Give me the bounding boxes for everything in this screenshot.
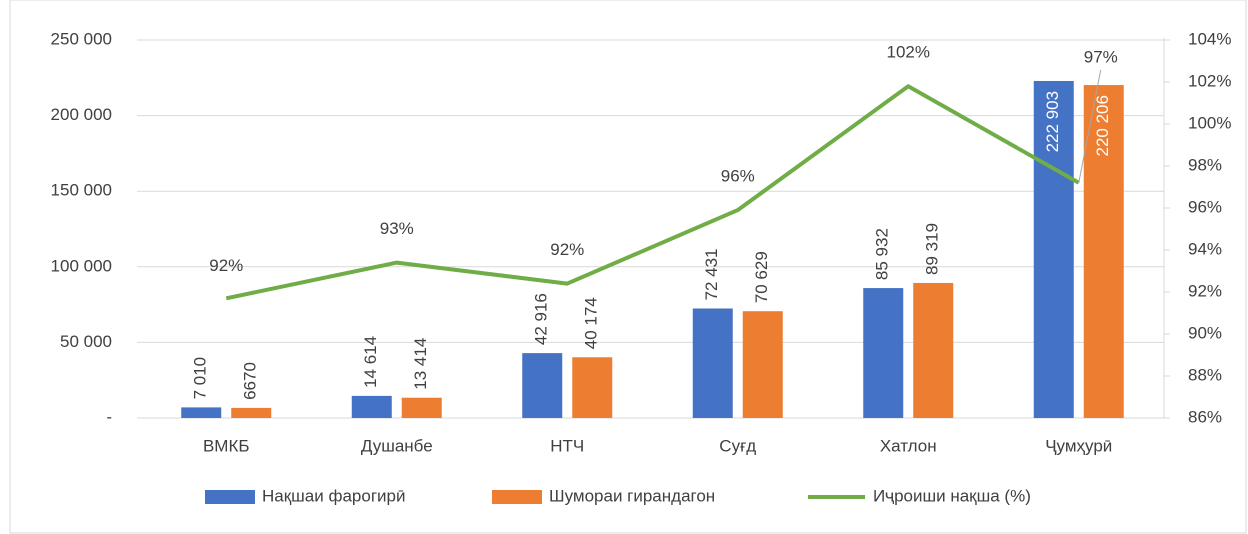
data-label: 102% xyxy=(887,43,930,62)
data-label: 40 174 xyxy=(582,297,601,349)
y-tick-label: 150 000 xyxy=(51,181,112,200)
data-label: 96% xyxy=(721,167,755,186)
bar xyxy=(351,395,392,418)
bar xyxy=(181,407,222,418)
bar xyxy=(742,311,783,418)
data-label: 85 932 xyxy=(873,228,892,280)
bar xyxy=(1033,80,1074,418)
data-label: 7 010 xyxy=(191,357,210,400)
bar xyxy=(522,353,563,418)
data-label: 97% xyxy=(1084,47,1118,66)
data-label: 220 206 xyxy=(1093,95,1112,156)
data-label: 92% xyxy=(550,240,584,259)
legend-swatch xyxy=(205,490,255,504)
x-tick-label: Суғд xyxy=(719,436,756,455)
x-tick-label: Душанбе xyxy=(361,436,433,455)
y2-tick-label: 90% xyxy=(1188,323,1222,342)
x-tick-label: ВМКБ xyxy=(203,436,250,455)
data-label: 13 414 xyxy=(411,338,430,390)
x-tick-label: НТЧ xyxy=(550,436,584,455)
y2-tick-label: 100% xyxy=(1188,113,1231,132)
y2-tick-label: 94% xyxy=(1188,239,1222,258)
data-label: 6670 xyxy=(241,362,260,400)
bar xyxy=(401,397,442,418)
y-tick-label: - xyxy=(106,407,112,426)
leader-line xyxy=(1078,69,1102,183)
y2-tick-label: 98% xyxy=(1188,155,1222,174)
line xyxy=(225,84,1080,301)
data-label: 72 431 xyxy=(702,248,721,300)
y2-tick-label: 96% xyxy=(1188,197,1222,216)
x-tick-label: Ҷумҳурӣ xyxy=(1045,436,1112,455)
data-label: 92% xyxy=(209,256,243,275)
bar xyxy=(913,282,954,418)
y2-tick-label: 86% xyxy=(1188,407,1222,426)
bar xyxy=(692,308,733,418)
data-label: 14 614 xyxy=(361,336,380,388)
y-tick-label: 50 000 xyxy=(60,332,112,351)
data-label: 42 916 xyxy=(532,293,551,345)
data-label: 70 629 xyxy=(752,251,771,303)
data-label: 89 319 xyxy=(923,223,942,275)
y-tick-label: 250 000 xyxy=(51,29,112,48)
legend-label: Нақшаи фарогирӣ xyxy=(262,486,405,505)
bar xyxy=(572,357,613,418)
y2-tick-label: 88% xyxy=(1188,365,1222,384)
x-tick-label: Хатлон xyxy=(880,436,937,455)
data-label: 222 903 xyxy=(1043,91,1062,152)
y2-tick-label: 102% xyxy=(1188,71,1231,90)
bar xyxy=(231,407,272,418)
legend-label: Иҷроиши нақша (%) xyxy=(873,486,1031,505)
y2-tick-label: 92% xyxy=(1188,281,1222,300)
y-tick-label: 200 000 xyxy=(51,105,112,124)
y2-tick-label: 104% xyxy=(1188,29,1231,48)
bar xyxy=(1083,85,1124,419)
y-tick-label: 100 000 xyxy=(51,256,112,275)
legend-label: Шумораи гирандагон xyxy=(549,486,715,505)
bar xyxy=(863,288,904,418)
legend-swatch xyxy=(492,490,542,504)
data-label: 93% xyxy=(380,219,414,238)
